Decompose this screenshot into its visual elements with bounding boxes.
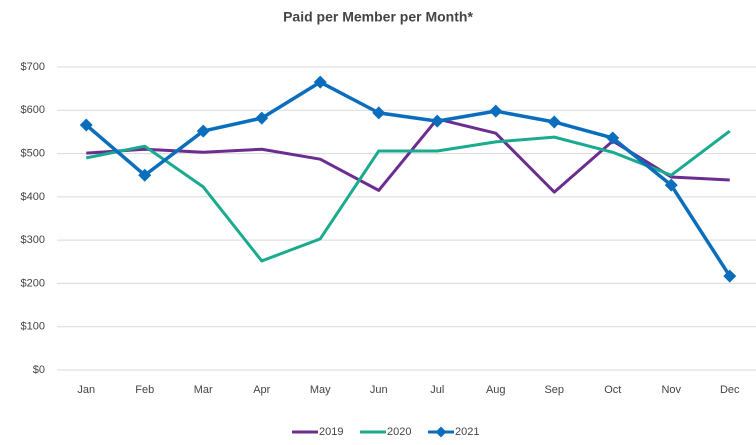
- x-tick-label: Jun: [370, 384, 388, 396]
- y-tick-label: $100: [21, 321, 45, 333]
- y-tick-label: $400: [21, 191, 45, 203]
- data-point: [547, 115, 561, 129]
- x-tick-label: Aug: [486, 384, 506, 396]
- chart-title: Paid per Member per Month*: [283, 9, 473, 25]
- x-tick-label: Jan: [77, 384, 95, 396]
- data-point: [606, 131, 620, 145]
- data-point: [372, 106, 386, 120]
- y-tick-label: $500: [21, 147, 45, 159]
- y-tick-label: $700: [21, 61, 45, 73]
- x-tick-label: Mar: [194, 384, 213, 396]
- x-tick-label: May: [310, 384, 331, 396]
- x-tick-label: Nov: [661, 384, 681, 396]
- y-tick-label: $300: [21, 234, 45, 246]
- data-point: [430, 114, 444, 128]
- x-tick-label: Sep: [544, 384, 564, 396]
- x-tick-label: Apr: [253, 384, 270, 396]
- x-tick-label: Jul: [430, 384, 444, 396]
- series-line: [85, 129, 731, 263]
- legend-label: 2019: [319, 426, 343, 438]
- data-point: [664, 178, 678, 192]
- x-tick-label: Dec: [720, 384, 740, 396]
- legend-label: 2021: [455, 426, 479, 438]
- data-point: [79, 118, 93, 132]
- legend-label: 2020: [387, 426, 411, 438]
- y-tick-label: $600: [21, 104, 45, 116]
- data-point: [196, 124, 210, 138]
- data-point: [313, 75, 327, 89]
- legend-marker: [435, 426, 447, 438]
- y-tick-label: $200: [21, 277, 45, 289]
- data-point: [255, 111, 269, 125]
- x-tick-label: Oct: [604, 384, 621, 396]
- series-line: [85, 80, 732, 278]
- y-tick-label: $0: [33, 364, 45, 376]
- data-point: [138, 168, 152, 182]
- data-point: [723, 269, 737, 283]
- data-point: [489, 104, 503, 118]
- x-tick-label: Feb: [135, 384, 154, 396]
